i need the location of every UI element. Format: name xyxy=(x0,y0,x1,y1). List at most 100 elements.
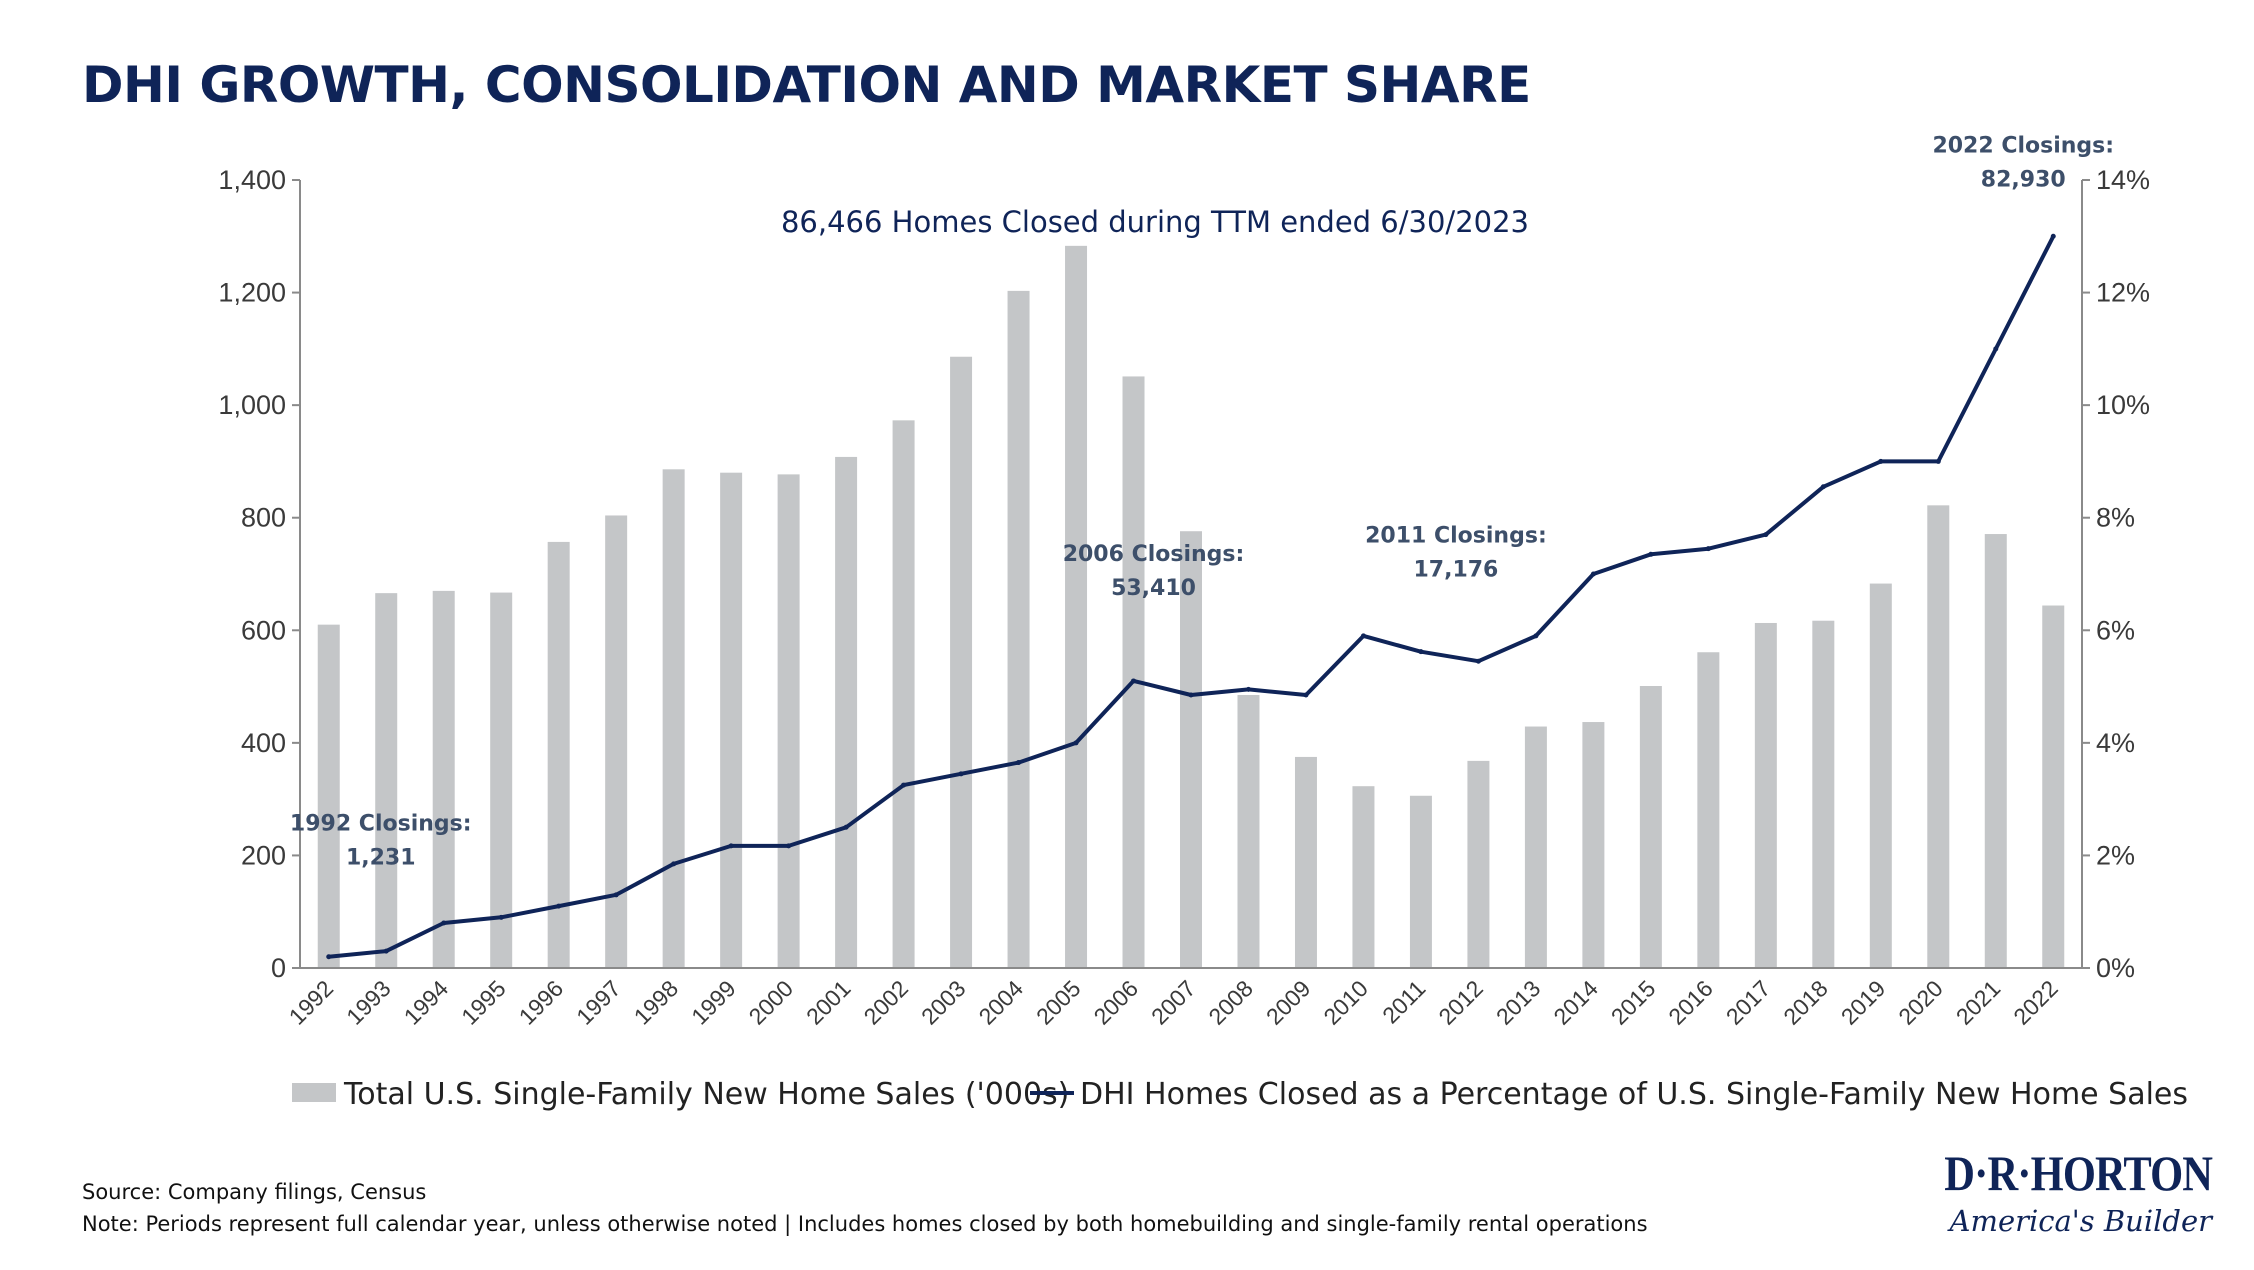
bar-1998 xyxy=(662,469,685,968)
bar-2005 xyxy=(1065,245,1088,969)
x-tick-label-1995: 1995 xyxy=(456,975,511,1030)
left-tick-label: 400 xyxy=(241,728,286,758)
line-point-2008 xyxy=(1245,686,1251,692)
line-point-2002 xyxy=(901,782,907,788)
x-tick-label-2017: 2017 xyxy=(1721,975,1776,1030)
line-point-1999 xyxy=(728,843,734,849)
x-tick-label-2015: 2015 xyxy=(1606,975,1661,1030)
annotation-2006-value: 53,410 xyxy=(1111,576,1196,601)
right-tick-label: 6% xyxy=(2096,615,2135,645)
source-note: Source: Company filings, Census xyxy=(82,1180,427,1204)
left-tick-label: 600 xyxy=(241,615,286,645)
annotation-1992-value: 1,231 xyxy=(346,846,416,871)
line-point-2007 xyxy=(1188,692,1194,698)
x-tick-label-2022: 2022 xyxy=(2008,975,2063,1030)
bar-2007 xyxy=(1180,531,1202,968)
right-tick-label: 2% xyxy=(2096,840,2135,870)
legend: Total U.S. Single-Family New Home Sales … xyxy=(292,1077,2188,1112)
bar-2000 xyxy=(777,474,800,968)
footer: Source: Company filings, Census Note: Pe… xyxy=(82,1176,1648,1240)
x-tick-label-1993: 1993 xyxy=(341,975,396,1030)
line-point-1994 xyxy=(441,920,447,926)
bar-2018 xyxy=(1812,620,1835,968)
bar-2008 xyxy=(1237,695,1260,968)
headline-annotation: 86,466 Homes Closed during TTM ended 6/3… xyxy=(781,205,1529,239)
x-tick-label-2005: 2005 xyxy=(1031,975,1086,1030)
right-tick-label: 14% xyxy=(2096,165,2150,195)
bar-series xyxy=(317,245,2065,969)
line-point-1997 xyxy=(613,892,619,898)
line-point-2019 xyxy=(1878,458,1884,464)
legend-bar-label: Total U.S. Single-Family New Home Sales … xyxy=(343,1077,1069,1112)
line-point-2020 xyxy=(1935,458,1941,464)
annotation-2006-label: 2006 Closings: xyxy=(1063,542,1245,567)
annotation-2022-label: 2022 Closings: xyxy=(1932,133,2114,158)
line-point-2018 xyxy=(1820,484,1826,490)
bar-2013 xyxy=(1524,726,1547,968)
x-tick-label-1992: 1992 xyxy=(284,975,339,1030)
bar-1997 xyxy=(605,515,628,968)
x-tick-label-2002: 2002 xyxy=(859,975,914,1030)
bar-1992 xyxy=(317,624,340,968)
line-point-1995 xyxy=(498,914,504,920)
bar-1996 xyxy=(547,541,570,968)
bar-1999 xyxy=(720,472,743,968)
x-tick-label-2008: 2008 xyxy=(1203,975,1258,1030)
line-point-2005 xyxy=(1073,740,1079,746)
x-tick-label-1999: 1999 xyxy=(686,975,741,1030)
x-tick-label-1998: 1998 xyxy=(629,975,684,1030)
bar-1993 xyxy=(375,593,398,968)
line-point-2022 xyxy=(2050,233,2056,239)
right-tick-label: 12% xyxy=(2096,278,2150,308)
x-tick-label-2010: 2010 xyxy=(1318,975,1373,1030)
bar-2015 xyxy=(1639,686,1662,968)
periods-note: Note: Periods represent full calendar ye… xyxy=(82,1212,1648,1236)
annotation-2011-label: 2011 Closings: xyxy=(1365,524,1547,549)
line-point-2012 xyxy=(1475,658,1481,664)
right-tick-label: 4% xyxy=(2096,728,2135,758)
line-point-2016 xyxy=(1705,546,1711,552)
line-point-2001 xyxy=(843,824,849,830)
left-tick-label: 800 xyxy=(241,503,286,533)
line-point-2017 xyxy=(1763,532,1769,538)
line-point-1992 xyxy=(326,954,332,960)
bar-2021 xyxy=(1984,534,2007,968)
x-tick-label-1997: 1997 xyxy=(571,975,626,1030)
line-point-2000 xyxy=(786,843,792,849)
line-point-2021 xyxy=(1993,346,1999,352)
bar-2016 xyxy=(1697,652,1720,968)
left-tick-label: 1,000 xyxy=(218,390,286,420)
line-point-2013 xyxy=(1533,633,1539,639)
x-tick-label-2009: 2009 xyxy=(1261,975,1316,1030)
line-point-2006 xyxy=(1131,678,1137,684)
bar-2003 xyxy=(950,356,973,968)
bar-2001 xyxy=(835,456,858,968)
x-tick-label-1994: 1994 xyxy=(399,975,454,1030)
x-tick-label-2020: 2020 xyxy=(1893,975,1948,1030)
annotations: 1992 Closings: 1,231 2006 Closings: 53,410 2… xyxy=(290,133,2114,870)
bar-1995 xyxy=(490,592,513,968)
bar-2012 xyxy=(1467,760,1490,968)
right-tick-label: 0% xyxy=(2096,953,2135,983)
logo-tagline: America's Builder xyxy=(1949,1204,2212,1238)
x-tick-label-2000: 2000 xyxy=(744,975,799,1030)
x-tick-label-2003: 2003 xyxy=(916,975,971,1030)
line-point-2004 xyxy=(1016,760,1022,766)
x-tick-label-2018: 2018 xyxy=(1778,975,1833,1030)
annotation-1992-label: 1992 Closings: xyxy=(290,812,472,837)
legend-bar-swatch xyxy=(292,1083,336,1102)
line-point-1998 xyxy=(671,861,677,867)
bar-2011 xyxy=(1409,795,1432,968)
line-point-1993 xyxy=(383,948,389,954)
annotation-2011-value: 17,176 xyxy=(1413,558,1498,583)
x-tick-label-2016: 2016 xyxy=(1663,975,1718,1030)
company-logo: D·R·HORTON America's Builder xyxy=(1897,1148,2213,1238)
line-point-2011 xyxy=(1418,649,1424,655)
line-point-2015 xyxy=(1648,551,1654,557)
annotation-2022-value: 82,930 xyxy=(1981,167,2066,192)
x-tick-label-2021: 2021 xyxy=(1951,975,2006,1030)
x-tick-label-1996: 1996 xyxy=(514,975,569,1030)
x-tick-label-2013: 2013 xyxy=(1491,975,1546,1030)
bar-2022 xyxy=(2042,605,2065,968)
x-tick-label-2012: 2012 xyxy=(1433,975,1488,1030)
